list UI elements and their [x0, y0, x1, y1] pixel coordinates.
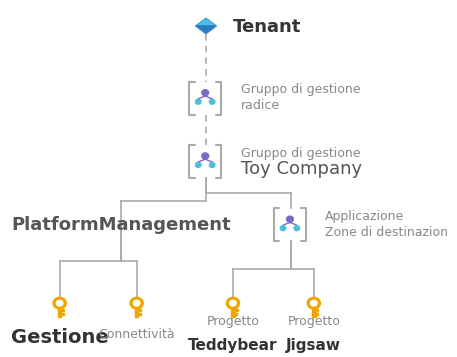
Text: Jigsaw: Jigsaw — [286, 338, 341, 353]
Bar — [312, 303, 315, 317]
Bar — [138, 313, 141, 315]
Circle shape — [287, 216, 293, 222]
Text: Progetto: Progetto — [207, 315, 260, 328]
Circle shape — [53, 297, 66, 309]
Text: Gruppo di gestione: Gruppo di gestione — [241, 147, 360, 160]
Circle shape — [230, 300, 236, 306]
Bar — [58, 303, 61, 317]
Text: Teddybear: Teddybear — [188, 338, 278, 353]
Text: Progetto: Progetto — [287, 315, 340, 328]
Circle shape — [226, 297, 239, 309]
Circle shape — [133, 300, 140, 306]
Bar — [61, 313, 64, 315]
Text: Gruppo di gestione: Gruppo di gestione — [241, 84, 360, 96]
Circle shape — [196, 99, 201, 104]
Circle shape — [294, 226, 300, 231]
Text: Connettività: Connettività — [98, 328, 175, 341]
Circle shape — [209, 99, 215, 104]
Text: Toy Company: Toy Company — [241, 160, 362, 178]
Circle shape — [202, 153, 208, 159]
Polygon shape — [196, 26, 216, 34]
Text: Gestione: Gestione — [11, 328, 108, 347]
Circle shape — [311, 300, 317, 306]
Text: Tenant: Tenant — [233, 18, 301, 36]
Circle shape — [56, 300, 63, 306]
Bar — [235, 309, 238, 311]
Bar — [61, 309, 64, 311]
Bar — [231, 303, 235, 317]
Bar — [235, 313, 237, 315]
Circle shape — [280, 226, 286, 231]
Bar — [315, 309, 319, 311]
Circle shape — [209, 162, 215, 167]
Circle shape — [202, 90, 208, 96]
Circle shape — [130, 297, 143, 309]
Text: PlatformManagement: PlatformManagement — [11, 216, 231, 234]
Circle shape — [196, 162, 201, 167]
Circle shape — [307, 297, 320, 309]
Text: Applicazione: Applicazione — [325, 210, 404, 223]
Bar — [135, 303, 138, 317]
Bar — [138, 309, 141, 311]
Text: Zone di destinazion: Zone di destinazion — [325, 226, 448, 239]
Text: radice: radice — [241, 100, 280, 112]
Bar — [315, 313, 318, 315]
Polygon shape — [196, 18, 216, 26]
